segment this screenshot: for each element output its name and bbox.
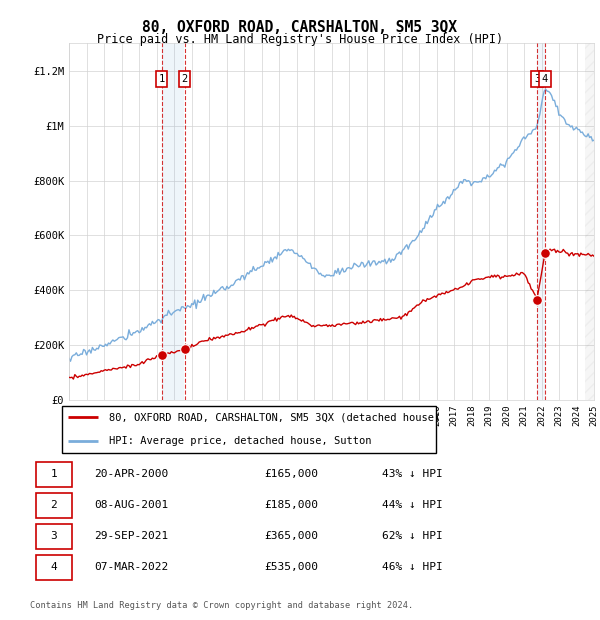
Text: 2: 2 xyxy=(181,74,188,84)
FancyBboxPatch shape xyxy=(35,493,72,518)
Bar xyxy=(537,43,545,400)
Text: £365,000: £365,000 xyxy=(265,531,319,541)
Text: 1: 1 xyxy=(50,469,57,479)
Text: 1: 1 xyxy=(158,74,165,84)
Bar xyxy=(162,43,184,400)
Text: 20-APR-2000: 20-APR-2000 xyxy=(94,469,169,479)
FancyBboxPatch shape xyxy=(35,524,72,549)
Text: £185,000: £185,000 xyxy=(265,500,319,510)
Text: 4: 4 xyxy=(50,562,57,572)
Text: Contains HM Land Registry data © Crown copyright and database right 2024.: Contains HM Land Registry data © Crown c… xyxy=(30,601,413,611)
FancyBboxPatch shape xyxy=(62,405,436,453)
Text: 3: 3 xyxy=(534,74,540,84)
Text: HPI: Average price, detached house, Sutton: HPI: Average price, detached house, Sutt… xyxy=(109,436,371,446)
Text: 62% ↓ HPI: 62% ↓ HPI xyxy=(382,531,442,541)
Text: 46% ↓ HPI: 46% ↓ HPI xyxy=(382,562,442,572)
Text: £535,000: £535,000 xyxy=(265,562,319,572)
Text: £165,000: £165,000 xyxy=(265,469,319,479)
Text: 2: 2 xyxy=(50,500,57,510)
Text: 80, OXFORD ROAD, CARSHALTON, SM5 3QX: 80, OXFORD ROAD, CARSHALTON, SM5 3QX xyxy=(143,20,458,35)
Text: 07-MAR-2022: 07-MAR-2022 xyxy=(94,562,169,572)
Text: 44% ↓ HPI: 44% ↓ HPI xyxy=(382,500,442,510)
FancyBboxPatch shape xyxy=(35,555,72,580)
Text: 08-AUG-2001: 08-AUG-2001 xyxy=(94,500,169,510)
Text: 43% ↓ HPI: 43% ↓ HPI xyxy=(382,469,442,479)
Text: Price paid vs. HM Land Registry's House Price Index (HPI): Price paid vs. HM Land Registry's House … xyxy=(97,33,503,46)
Text: 80, OXFORD ROAD, CARSHALTON, SM5 3QX (detached house): 80, OXFORD ROAD, CARSHALTON, SM5 3QX (de… xyxy=(109,412,440,422)
Text: 29-SEP-2021: 29-SEP-2021 xyxy=(94,531,169,541)
Text: 3: 3 xyxy=(50,531,57,541)
FancyBboxPatch shape xyxy=(35,462,72,487)
Text: 4: 4 xyxy=(542,74,548,84)
